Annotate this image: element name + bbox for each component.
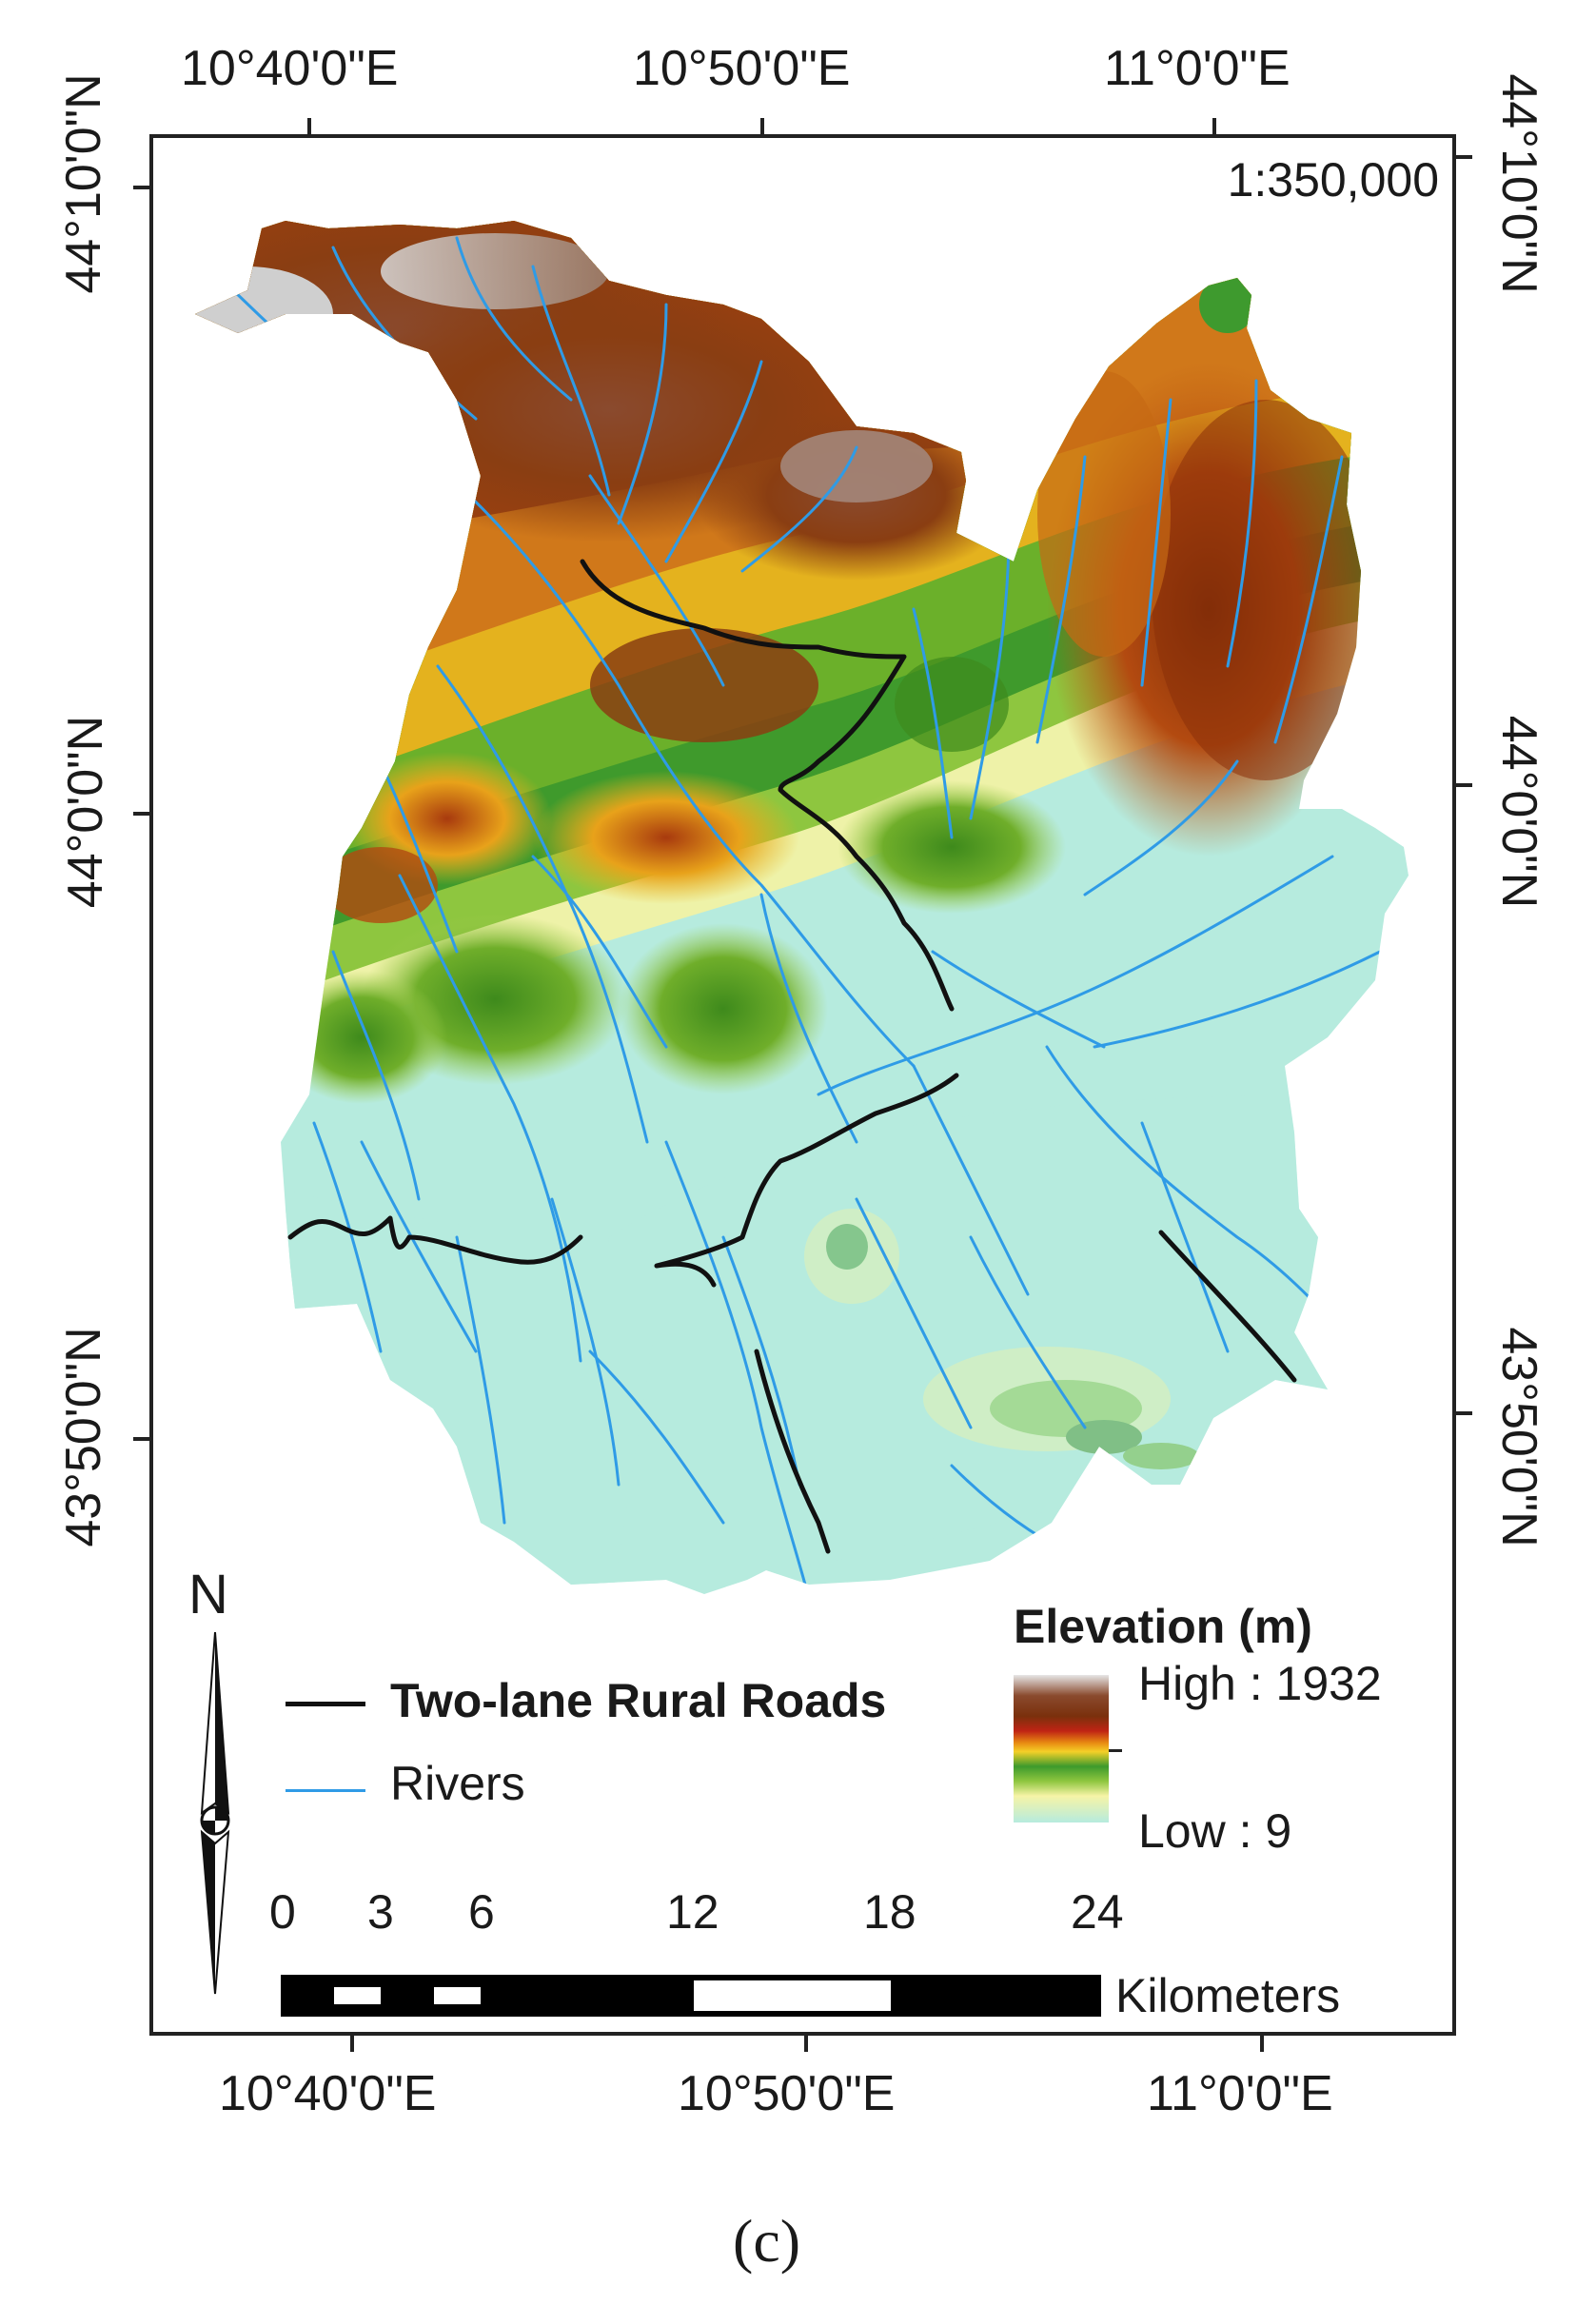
graticule-tick <box>1453 1411 1472 1415</box>
legend-road-label: Two-lane Rural Roads <box>390 1674 887 1727</box>
scalebar-unit: Kilometers <box>1115 1969 1341 2022</box>
elevation-map <box>195 221 1409 1594</box>
graticule-tick <box>1260 2033 1264 2052</box>
right-latitude-label: 43°50'0"N <box>1491 1327 1547 1547</box>
bottom-longitude-label: 11°0'0"E <box>1147 2066 1333 2121</box>
right-latitude-label: 44°10'0"N <box>1491 73 1547 294</box>
legend-river-swatch <box>286 1789 365 1792</box>
north-label: N <box>188 1564 228 1625</box>
scalebar-tick-label: 24 <box>1071 1885 1124 1939</box>
scalebar-tick-label: 18 <box>863 1885 916 1939</box>
graticule-tick <box>1453 783 1472 787</box>
graticule-tick <box>133 1437 152 1441</box>
graticule-tick <box>760 118 764 137</box>
elevation-ramp-tick <box>1109 1749 1122 1752</box>
graticule-tick <box>307 118 311 137</box>
graticule-tick <box>1212 118 1216 137</box>
scalebar <box>281 1975 1101 2017</box>
north-arrow-icon <box>200 1632 230 1995</box>
bottom-longitude-label: 10°40'0"E <box>219 2066 437 2121</box>
figure-caption: (c) <box>733 2207 801 2275</box>
scalebar-tick-label: 6 <box>468 1885 495 1939</box>
top-longitude-label: 11°0'0"E <box>1104 41 1291 96</box>
left-latitude-label: 44°0'0"N <box>58 715 113 909</box>
left-latitude-label: 44°10'0"N <box>56 73 111 294</box>
scalebar-tick-label: 12 <box>666 1885 719 1939</box>
legend-river-label: Rivers <box>390 1757 525 1810</box>
elevation-legend-title: Elevation (m) <box>1014 1600 1312 1653</box>
scalebar-tick-label: 3 <box>367 1885 394 1939</box>
scale-ratio: 1:350,000 <box>1227 153 1439 207</box>
scalebar-tick-label: 0 <box>269 1885 296 1939</box>
legend-road-swatch <box>286 1702 365 1706</box>
terrain-layer <box>195 221 1409 1594</box>
elevation-low-label: Low : 9 <box>1138 1804 1292 1858</box>
elevation-color-ramp <box>1014 1675 1109 1822</box>
right-latitude-label: 44°0'0"N <box>1491 715 1547 909</box>
roads-layer <box>287 559 1297 1554</box>
bottom-longitude-label: 10°50'0"E <box>678 2066 896 2121</box>
elevation-high-label: High : 1932 <box>1138 1657 1382 1710</box>
graticule-tick <box>1453 155 1472 159</box>
graticule-tick <box>133 812 152 816</box>
left-latitude-label: 43°50'0"N <box>56 1327 111 1547</box>
graticule-tick <box>350 2033 354 2052</box>
top-longitude-label: 10°40'0"E <box>181 41 399 96</box>
graticule-tick <box>804 2033 808 2052</box>
graticule-tick <box>133 186 152 189</box>
top-longitude-label: 10°50'0"E <box>633 41 851 96</box>
map-frame <box>149 134 1456 2036</box>
